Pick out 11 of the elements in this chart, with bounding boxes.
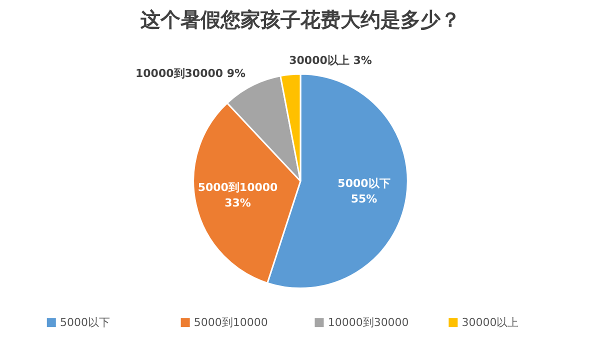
category-label: 30000以上 3% xyxy=(289,54,372,68)
legend-label: 5000到10000 xyxy=(194,316,268,330)
slice-label: 5000以下 xyxy=(338,176,390,190)
data-label: 55% xyxy=(350,192,378,206)
data-label: 33% xyxy=(224,196,251,210)
chart-title: 这个暑假您家孩子花费大约是多少？ xyxy=(140,8,460,32)
legend-label: 30000以上 xyxy=(462,316,519,330)
legend-label: 5000以下 xyxy=(60,316,110,330)
slice-label: 5000到10000 xyxy=(198,180,278,194)
category-label: 10000到30000 9% xyxy=(135,66,246,80)
legend-label: 10000到30000 xyxy=(328,316,409,330)
